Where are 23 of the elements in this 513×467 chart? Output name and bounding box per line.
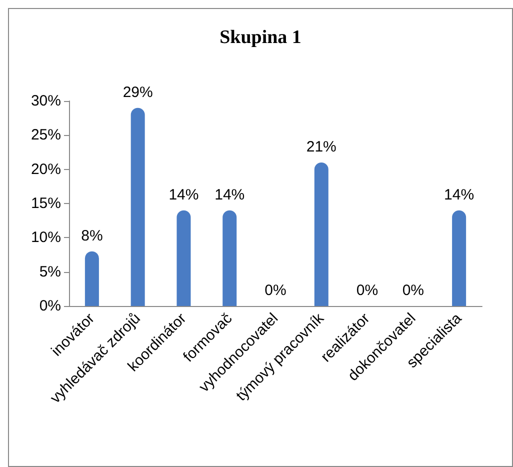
y-tick-label: 10% [30,229,61,246]
data-label: 21% [306,138,336,156]
data-label: 8% [81,227,103,244]
data-label: 14% [214,186,245,204]
chart-title: Skupina 1 [220,27,302,48]
bar [314,162,328,306]
data-label: 0% [356,282,378,299]
bar [176,210,191,306]
y-tick-label: 15% [30,195,61,212]
data-label: 14% [168,186,199,204]
y-tick-label: 20% [30,160,61,178]
data-label: 0% [402,282,424,299]
bar [84,251,99,306]
bar [452,210,466,306]
data-label: 29% [122,84,153,101]
data-label: 0% [264,282,286,299]
data-label: 14% [444,186,474,204]
y-tick-label: 0% [39,298,61,314]
bar [222,210,237,306]
y-tick-label: 30% [30,92,61,110]
bar [130,108,145,306]
y-tick-label: 25% [30,126,61,144]
y-tick-label: 5% [39,263,61,280]
